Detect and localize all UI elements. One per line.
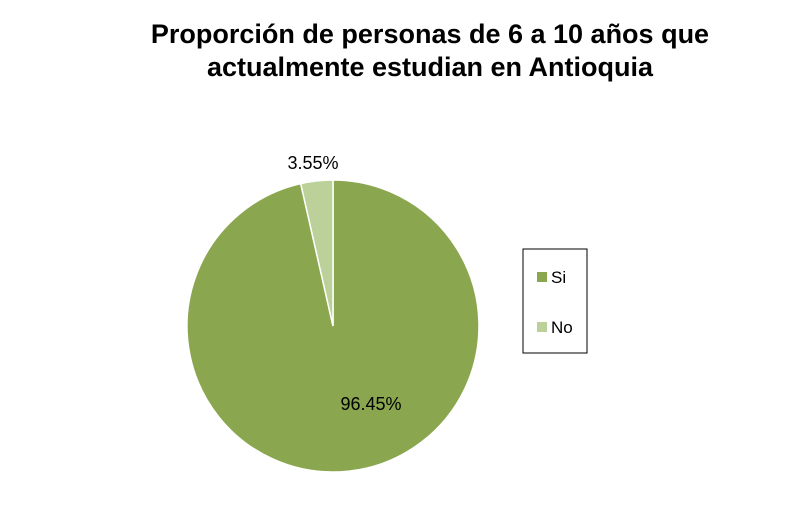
data-label-no: 3.55% [287, 153, 338, 173]
legend-label-no: No [551, 318, 573, 337]
legend-swatch-no [537, 322, 547, 332]
legend-entries: Si No [537, 268, 573, 337]
legend: Si No [522, 248, 588, 354]
legend-box [522, 248, 588, 354]
legend-swatch-si [537, 272, 547, 282]
chart-title: Proporción de personas de 6 a 10 años qu… [80, 18, 780, 84]
chart-title-line-2: actualmente estudian en Antioquia [206, 52, 654, 82]
legend-label-si: Si [551, 268, 566, 287]
pie-slices [186, 179, 480, 473]
data-label-si: 96.45% [340, 394, 401, 414]
chart-title-line-1: Proporción de personas de 6 a 10 años qu… [150, 19, 710, 49]
pie-data-labels: 96.45% 3.55% [287, 153, 401, 414]
pie-slice-no [299, 179, 334, 327]
